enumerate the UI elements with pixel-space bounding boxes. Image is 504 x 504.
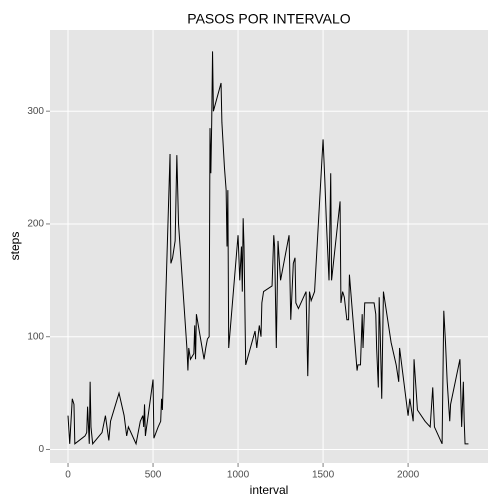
chart-title: PASOS POR INTERVALO — [187, 11, 350, 27]
x-tick-label: 2000 — [397, 470, 420, 481]
y-axis-label: steps — [8, 232, 22, 261]
x-tick-label: 500 — [145, 470, 162, 481]
x-axis-label: interval — [250, 483, 289, 497]
y-tick-label: 200 — [27, 219, 44, 230]
y-tick-label: 100 — [27, 331, 44, 342]
x-tick-label: 1500 — [312, 470, 335, 481]
x-tick-label: 0 — [65, 470, 71, 481]
x-tick-label: 1000 — [227, 470, 250, 481]
y-tick-label: 300 — [27, 106, 44, 117]
panel — [50, 30, 488, 463]
y-tick-label: 0 — [38, 444, 44, 455]
line — [67, 51, 469, 446]
